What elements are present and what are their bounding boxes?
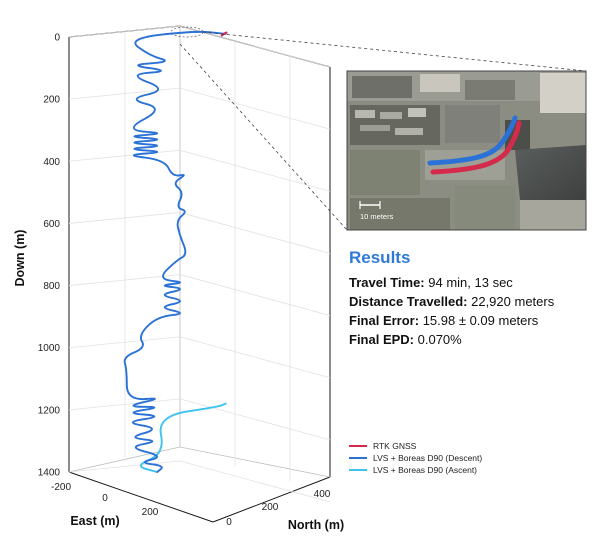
- gridline-back-600: [179, 212, 331, 254]
- east-tick-200: 200: [142, 507, 159, 518]
- down-axis-label: Down (m): [13, 230, 27, 287]
- gridline-back-400: [179, 149, 331, 192]
- down-tick-1400: 1400: [38, 468, 61, 479]
- north-axis-label: North (m): [288, 518, 344, 532]
- series-line-0: [220, 31, 228, 37]
- north-axis-ticks: 0 200 400: [226, 489, 331, 528]
- gridline-down-200: [68, 87, 181, 100]
- gridline-back-800: [179, 274, 331, 316]
- east-tick-0: 0: [102, 493, 108, 504]
- inset-rtk-path: [430, 120, 522, 175]
- result-travel-time: Travel Time: 94 min, 13 sec: [349, 275, 513, 290]
- legend-item-ascent: LVS + Boreas D90 (Ascent): [349, 465, 477, 475]
- down-tick-600: 600: [43, 219, 60, 230]
- svg-text:LVS + Boreas D90 (Descent): LVS + Boreas D90 (Descent): [373, 453, 482, 463]
- gridline-back-1000: [179, 336, 331, 379]
- svg-text:LVS + Boreas D90 (Ascent): LVS + Boreas D90 (Ascent): [373, 465, 477, 475]
- down-tick-0: 0: [54, 33, 60, 44]
- north-tick-400: 400: [314, 489, 331, 500]
- results-panel: Results Travel Time: 94 min, 13 sec Dist…: [349, 248, 599, 349]
- east-axis-ticks: -200 0 200: [51, 482, 159, 518]
- plot-box: [68, 25, 331, 523]
- zoom-connector-top: [202, 31, 587, 72]
- series-line-1: [123, 30, 227, 473]
- north-tick-200: 200: [262, 502, 279, 513]
- down-tick-800: 800: [43, 281, 60, 292]
- gridline-down-400: [68, 149, 181, 162]
- results-title: Results: [349, 248, 411, 267]
- gridline-down-600: [68, 212, 181, 224]
- down-axis-ticks: 0 200 400 600 800 1000 1200 1400: [38, 33, 61, 479]
- down-tick-200: 200: [43, 95, 60, 106]
- legend: RTK GNSS LVS + Boreas D90 (Descent) LVS …: [349, 441, 482, 475]
- down-tick-1000: 1000: [38, 343, 61, 354]
- gridline-down-800: [68, 274, 181, 286]
- legend-item-rtk: RTK GNSS: [349, 441, 417, 451]
- east-tick--200: -200: [51, 482, 71, 493]
- zoom-source-marker: [170, 26, 204, 38]
- result-final-error: Final Error: 15.98 ± 0.09 meters: [349, 313, 539, 328]
- result-final-epd: Final EPD: 0.070%: [349, 332, 462, 347]
- aerial-inset: 10 meters: [346, 70, 587, 231]
- gridline-down-0: [68, 25, 181, 38]
- legend-item-descent: LVS + Boreas D90 (Descent): [349, 453, 482, 463]
- inset-scale-label: 10 meters: [360, 212, 394, 221]
- gridline-down-1400: [68, 460, 181, 473]
- gridline-back-1400: [179, 460, 331, 503]
- result-distance: Distance Travelled: 22,920 meters: [349, 294, 555, 309]
- series-layer: [123, 30, 228, 473]
- svg-text:RTK GNSS: RTK GNSS: [373, 441, 417, 451]
- north-tick-0: 0: [226, 517, 232, 528]
- gridlines: [68, 25, 331, 503]
- down-tick-400: 400: [43, 157, 60, 168]
- gridline-back-200: [179, 87, 331, 130]
- gridline-down-1200: [68, 398, 181, 411]
- zoom-connector-bottom: [179, 43, 348, 231]
- series-line-2: [140, 402, 227, 473]
- inset-lvs-path: [427, 115, 518, 166]
- gridline-down-1000: [68, 336, 181, 349]
- east-axis-label: East (m): [70, 514, 119, 528]
- down-tick-1200: 1200: [38, 405, 61, 416]
- gridline-back-1200: [179, 398, 331, 441]
